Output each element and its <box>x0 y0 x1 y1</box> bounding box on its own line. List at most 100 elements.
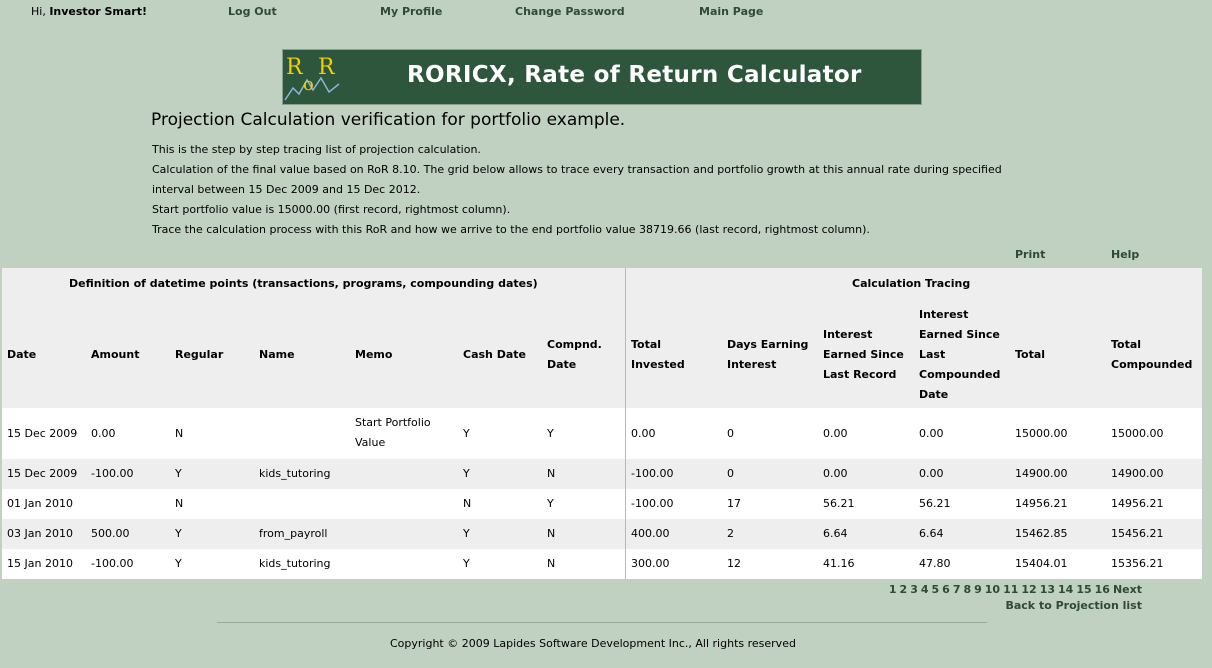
page-link[interactable]: 8 <box>963 583 972 596</box>
grid-divider <box>625 268 626 579</box>
svg-text:R: R <box>318 55 336 80</box>
table-cell: Y <box>175 467 182 480</box>
table-cell: 0.00 <box>919 467 944 480</box>
banner: R o R RORICX, Rate of Return Calculator <box>282 49 922 105</box>
column-header: Days Earning Interest <box>727 335 819 375</box>
column-header: Interest Earned Since Last Compounded Date <box>919 305 1011 405</box>
column-header-line: Compnd. <box>547 338 602 351</box>
column-header: Name <box>259 345 351 365</box>
column-header-line: Earned Since <box>919 328 1000 341</box>
page-link[interactable]: 10 <box>984 583 1001 596</box>
help-link[interactable]: Help <box>1111 248 1140 261</box>
page-link[interactable]: 11 <box>1003 583 1019 596</box>
table-cell: 41.16 <box>823 557 855 570</box>
column-header: Total <box>1015 345 1107 365</box>
print-link[interactable]: Print <box>1015 248 1046 261</box>
description-line: Start portfolio value is 15000.00 (first… <box>152 203 511 216</box>
page-link[interactable]: 1 <box>888 583 897 596</box>
column-header-line: Interest <box>919 308 969 321</box>
footer-divider <box>217 622 987 623</box>
table-cell: 6.64 <box>919 527 944 540</box>
column-header: Regular <box>175 345 255 365</box>
column-header-line: Amount <box>91 348 140 361</box>
table-cell: 03 Jan 2010 <box>7 527 73 540</box>
table-cell: Y <box>463 426 470 440</box>
description-line: This is the step by step tracing list of… <box>152 143 481 156</box>
table-cell: 500.00 <box>91 527 130 540</box>
column-header: Cash Date <box>463 345 543 365</box>
column-header: Date <box>7 345 87 365</box>
column-header: Amount <box>91 345 171 365</box>
table-cell: -100.00 <box>631 497 674 510</box>
logout-link[interactable]: Log Out <box>228 5 277 18</box>
column-header-line: Last Record <box>823 368 897 381</box>
page-link[interactable]: 14 <box>1058 583 1074 596</box>
table-cell: Y <box>547 497 554 510</box>
table-cell: N <box>175 426 184 440</box>
description-line: Calculation of the final value based on … <box>152 163 1002 176</box>
column-header-line: Date <box>919 388 949 401</box>
column-header-line: Regular <box>175 348 224 361</box>
page-link[interactable]: 6 <box>942 583 950 596</box>
column-header-line: Earned Since <box>823 348 904 361</box>
table-cell: 15 Dec 2009 <box>7 426 78 440</box>
page-link[interactable]: 3 <box>910 583 918 596</box>
change-password-link[interactable]: Change Password <box>515 5 625 18</box>
table-cell: Y <box>463 467 470 480</box>
column-header-line: Compounded <box>919 368 1001 381</box>
description-line: Trace the calculation process with this … <box>152 223 870 236</box>
table-cell: 15356.21 <box>1111 557 1164 570</box>
page-link[interactable]: 16 <box>1094 583 1110 596</box>
table-cell: 17 <box>727 497 741 510</box>
svg-text:R: R <box>286 55 304 80</box>
back-to-projection-list-link[interactable]: Back to Projection list <box>1005 599 1142 612</box>
page-link[interactable]: 7 <box>952 583 961 596</box>
table-cell: N <box>463 497 472 510</box>
table-cell: 14900.00 <box>1111 467 1164 480</box>
grid-header <box>2 268 1202 408</box>
group-header-tracing: Calculation Tracing <box>852 277 971 290</box>
table-cell: Y <box>175 557 182 570</box>
page-link[interactable]: 13 <box>1039 583 1056 596</box>
column-header: Total Compounded <box>1111 335 1201 375</box>
table-cell: kids_tutoring <box>259 467 331 480</box>
table-cell: 400.00 <box>631 527 670 540</box>
table-cell: 300.00 <box>631 557 670 570</box>
page-link[interactable]: 2 <box>899 583 908 596</box>
table-cell: 15 Jan 2010 <box>7 557 73 570</box>
ror-logo-graphic: R o R <box>283 50 341 104</box>
page-link[interactable]: 9 <box>974 583 982 596</box>
table-cell: 15404.01 <box>1015 557 1068 570</box>
table-cell: 56.21 <box>823 497 855 510</box>
description: This is the step by step tracing list of… <box>152 140 1052 240</box>
description-line: interval between 15 Dec 2009 and 15 Dec … <box>152 183 421 196</box>
column-header-line: Memo <box>355 348 393 361</box>
page-title: Projection Calculation verification for … <box>151 110 626 130</box>
column-header-line: Interest <box>727 358 777 371</box>
table-row: 01 Jan 2010 N N Y -100.00 17 56.21 56.21 14956.2… <box>2 489 1202 519</box>
my-profile-link[interactable]: My Profile <box>380 5 443 18</box>
table-cell: 0 <box>727 426 734 440</box>
table-cell: 15462.85 <box>1015 527 1068 540</box>
svg-text:o: o <box>303 74 314 95</box>
column-header: Interest Earned Since Last Record <box>823 325 915 385</box>
table-cell: 2 <box>727 527 734 540</box>
column-header: Total Invested <box>631 335 723 375</box>
table-cell: -100.00 <box>631 467 674 480</box>
table-cell: 0.00 <box>919 426 944 440</box>
next-page-link[interactable]: Next <box>1112 583 1142 596</box>
page-link[interactable]: 15 <box>1076 583 1092 596</box>
pagination: 1 2 3 4 5 6 7 8 9 10 11 12 13 14 15 16 Next <box>886 583 1142 596</box>
greeting-prefix: Hi, <box>31 5 50 18</box>
page-link[interactable]: 4 <box>920 583 929 596</box>
main-page-link[interactable]: Main Page <box>699 5 764 18</box>
column-header-line: Date <box>7 348 37 361</box>
table-cell: 0.00 <box>631 426 656 440</box>
page-link[interactable]: 5 <box>931 583 940 596</box>
page-link[interactable]: 12 <box>1021 583 1037 596</box>
table-cell: N <box>547 467 556 480</box>
table-cell: Y <box>547 426 554 440</box>
table-cell: Start Portfolio Value <box>355 416 431 449</box>
ror-logo: R o R <box>283 50 341 104</box>
